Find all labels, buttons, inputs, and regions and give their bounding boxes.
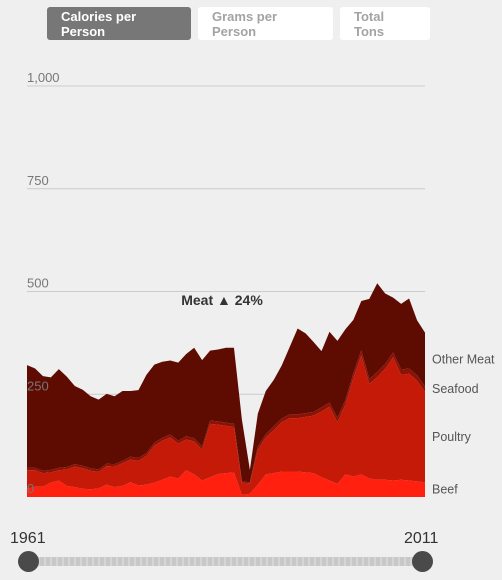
area-other-meat <box>27 283 425 483</box>
area-poultry <box>27 355 425 495</box>
y-tick-label-0: 0 <box>27 481 34 496</box>
slider-start-handle[interactable] <box>18 551 39 572</box>
y-tick-label-750: 750 <box>27 173 49 188</box>
tab-calories-per-person[interactable]: Calories per Person <box>47 7 191 40</box>
y-tick-label-250: 250 <box>27 378 49 393</box>
slider-start-year: 1961 <box>10 530 46 547</box>
series-label-poultry: Poultry <box>432 430 472 444</box>
metric-tabs: Calories per Person Grams per Person Tot… <box>47 7 430 40</box>
area-beef <box>27 470 425 497</box>
slider-end-year: 2011 <box>404 530 439 547</box>
year-range-slider-track[interactable] <box>28 557 422 566</box>
stacked-area-chart: 0 250 500 750 1,000 Beef Poultry Seafood Other … <box>27 70 495 497</box>
y-tick-label-1000: 1,000 <box>27 70 60 85</box>
series-label-other-meat: Other Meat <box>432 353 495 367</box>
tab-grams-per-person[interactable]: Grams per Person <box>198 7 333 40</box>
series-label-beef: Beef <box>432 483 458 497</box>
annotation-meat-change: Meat ▲ 24% <box>181 292 263 308</box>
annotation: Meat ▲ 24% <box>181 292 263 308</box>
y-tick-label-500: 500 <box>27 276 49 291</box>
slider-end-handle[interactable] <box>412 551 433 572</box>
area-series <box>27 283 425 497</box>
y-axis-tick-labels: 0 250 500 750 1,000 <box>27 70 60 496</box>
tab-total-tons[interactable]: Total Tons <box>340 7 430 40</box>
series-label-seafood: Seafood <box>432 382 479 396</box>
series-labels: Beef Poultry Seafood Other Meat <box>432 353 495 497</box>
